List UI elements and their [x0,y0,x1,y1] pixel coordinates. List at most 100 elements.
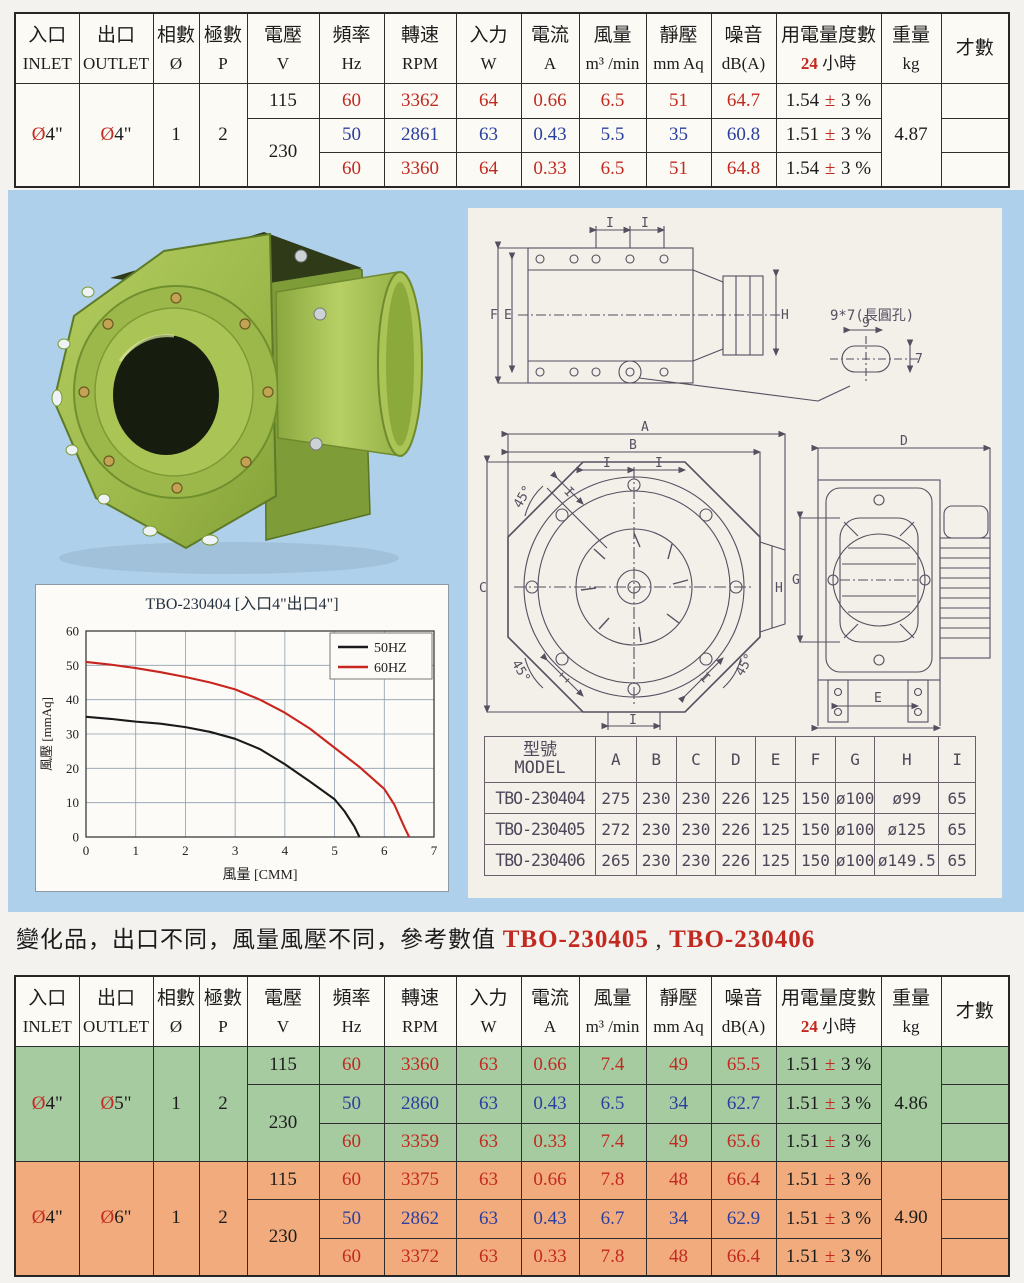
legend-label: 50HZ [374,641,407,656]
header-rpm: 轉速 RPM [383,975,457,1047]
dim-label: I [606,216,614,231]
weight-value: 4.90 [880,1160,942,1277]
header-input-power: 入力 W [455,975,522,1047]
dim-label: H [781,308,789,323]
dim-value: 226 [715,782,757,814]
dim-label: H [775,581,783,596]
db-value: 62.9 [710,1198,777,1239]
dim-value: ø100 [834,782,876,814]
technical-drawings-panel: I I F E H 9*7(長圓孔) 9 7 [468,208,1002,898]
rpm-value: 2861 [383,117,457,153]
dim-label: I [603,456,611,471]
header-airflow: 風量 m³ /min [578,12,647,84]
w-value: 63 [455,117,522,153]
header-input-power: 入力 W [455,12,522,84]
model-row: TBO-230404 275 230 230 226 125 150 ø100 … [484,782,976,814]
svg-text:10: 10 [66,795,79,810]
db-value: 60.8 [710,117,777,153]
kwh-value: 1.54 ± 3 % [775,82,882,119]
capacity-cell [940,1083,1010,1124]
flow-value: 7.8 [578,1160,647,1200]
header-voltage: 電壓 V [246,975,320,1047]
db-value: 65.6 [710,1122,777,1162]
db-value: 64.7 [710,82,777,119]
model-row: TBO-230406 265 230 230 226 125 150 ø100 … [484,844,976,876]
variant2-row-115-60: Ø4" Ø6" 1 2 115 60 3375 63 0.66 7.8 48 6… [14,1160,1010,1277]
a-value: 0.66 [520,82,580,119]
series-60HZ [85,660,411,838]
w-value: 63 [455,1122,522,1162]
variant1-row-115-60: Ø4" Ø5" 1 2 115 60 3360 63 0.66 7.4 49 6… [14,1045,1010,1162]
dim-value: 226 [715,813,757,845]
w-value: 64 [455,151,522,188]
svg-text:0: 0 [83,843,90,858]
rpm-value: 2862 [383,1198,457,1239]
drawing-front-view: A B I I C I I I I H 45° 45° 45° [479,420,787,730]
col-c: C [675,736,717,783]
sp-value: 49 [645,1045,712,1085]
rpm-value: 3360 [383,1045,457,1085]
dim-value: 150 [795,782,836,814]
poles-value: 2 [198,1045,248,1162]
hz-value: 60 [318,1237,385,1277]
svg-text:4: 4 [282,843,289,858]
dim-value: 125 [755,844,797,876]
capacity-cell [940,1237,1010,1277]
series-50HZ [85,715,361,838]
sp-value: 51 [645,82,712,119]
col-i: I [938,736,976,783]
dim-value: ø100 [834,813,876,845]
dim-label: I [655,456,663,471]
poles-value: 2 [198,82,248,188]
flow-value: 6.5 [578,1083,647,1124]
dim-label: I [641,216,649,231]
voltage-115: 115 [246,1045,320,1085]
hz-value: 50 [318,1083,385,1124]
a-value: 0.43 [520,1198,580,1239]
rpm-value: 3360 [383,151,457,188]
voltage-230: 230 [246,1198,320,1277]
svg-text:7: 7 [431,843,438,858]
dim-value: 65 [938,782,976,814]
model-table-header: 型號 MODEL A B C D E F G H I [484,736,976,783]
outlet-value: Ø6" [78,1160,154,1277]
header-phase: 相數 Ø [152,12,200,84]
voltage-115: 115 [246,1160,320,1200]
svg-text:1: 1 [132,843,139,858]
flow-value: 6.5 [578,151,647,188]
phase-value: 1 [152,1045,200,1162]
rpm-value: 2860 [383,1083,457,1124]
outlet-value: Ø5" [78,1045,154,1162]
kwh-value: 1.51 ± 3 % [775,1237,882,1277]
model-row: TBO-230405 272 230 230 226 125 150 ø100 … [484,813,976,845]
svg-text:60: 60 [66,624,79,639]
chart-legend [329,632,433,680]
dim-label: C [479,581,487,596]
flow-value: 5.5 [578,117,647,153]
col-b: B [635,736,677,783]
kwh-value: 1.54 ± 3 % [775,151,882,188]
hz-value: 60 [318,151,385,188]
w-value: 63 [455,1237,522,1277]
col-e: E [755,736,797,783]
sp-value: 48 [645,1160,712,1200]
svg-text:30: 30 [66,727,79,742]
header-kwh: 用電量度數 24 小時 [775,975,882,1047]
header-capacity: 才數 [940,975,1010,1047]
spec-header-row: 入口 INLET 出口 OUTLET 相數 Ø 極數 P 電壓 V 頻率 Hz 轉速 RPM … [14,975,1010,1047]
kwh-value: 1.51 ± 3 % [775,1045,882,1085]
db-value: 64.8 [710,151,777,188]
a-value: 0.33 [520,1122,580,1162]
dim-label: I [697,670,713,686]
header-airflow: 風量 m³ /min [578,975,647,1047]
svg-text:40: 40 [66,692,79,707]
product-photo [14,196,460,582]
col-d: D [715,736,757,783]
dim-value: 125 [755,813,797,845]
flow-value: 7.4 [578,1122,647,1162]
kwh-value: 1.51 ± 3 % [775,1083,882,1124]
inlet-value: Ø4" [14,82,80,188]
header-frequency: 頻率 Hz [318,975,385,1047]
variant2-row-230-60: 60 3372 63 0.33 7.8 48 66.4 1.51 ± 3 % [15,1237,1010,1277]
inlet-value: Ø4" [14,1160,80,1277]
